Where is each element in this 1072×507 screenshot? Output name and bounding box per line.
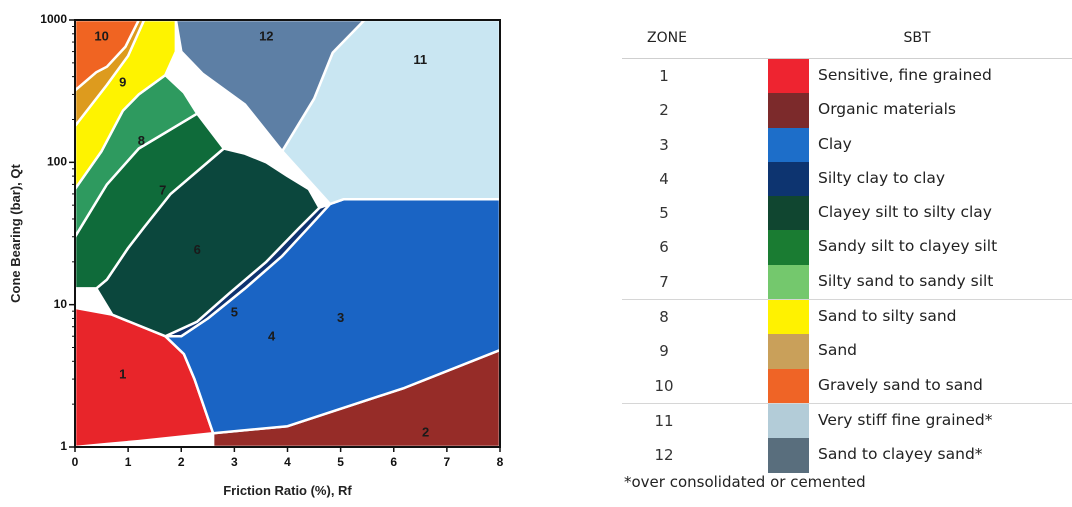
x-tick-label: 7: [444, 455, 451, 469]
x-tick-label: 0: [72, 455, 79, 469]
legend-row: 2 Organic materials: [622, 93, 1072, 128]
legend-swatch: [768, 334, 809, 369]
x-tick-label: 1: [125, 455, 132, 469]
legend-row: 9 Sand: [622, 334, 1072, 369]
legend-swatch: [768, 127, 809, 162]
legend-row: 12 Sand to clayey sand*: [622, 438, 1072, 473]
legend-header-sbt: SBT: [903, 30, 931, 46]
legend-swatch: [768, 438, 809, 473]
legend-zone-number: 9: [659, 342, 669, 361]
x-tick-label: 4: [284, 455, 291, 469]
legend-zone-label: Organic materials: [818, 100, 956, 119]
legend-row: 8 Sand to silty sand: [622, 299, 1072, 335]
legend-zone-number: 4: [659, 169, 669, 188]
x-tick-label: 6: [390, 455, 397, 469]
legend-zone-number: 7: [659, 272, 669, 291]
legend-zone-label: Sandy silt to clayey silt: [818, 237, 998, 256]
legend-zone-number: 10: [654, 376, 674, 395]
legend-row: 3 Clay: [622, 127, 1072, 162]
y-tick-label: 1: [60, 439, 67, 453]
legend-rows: 1 Sensitive, fine grained 2 Organic mate…: [622, 59, 1072, 473]
legend-swatch: [768, 230, 809, 265]
x-tick-label: 2: [178, 455, 185, 469]
sbt-legend: ZONE SBT 1 Sensitive, fine grained 2 Org…: [622, 18, 1072, 491]
legend-zone-number: 11: [654, 411, 674, 430]
legend-zone-number: 3: [659, 135, 669, 154]
zone-12-label: 12: [259, 28, 273, 43]
legend-row: 6 Sandy silt to clayey silt: [622, 230, 1072, 265]
legend-swatch: [768, 300, 809, 335]
y-tick-label: 100: [47, 155, 67, 169]
legend-row: 4 Silty clay to clay: [622, 161, 1072, 197]
zone-10-label: 10: [94, 28, 108, 43]
x-axis-title: Friction Ratio (%), Rf: [223, 483, 352, 498]
legend-swatch: [768, 59, 809, 94]
legend-zone-label: Sensitive, fine grained: [818, 66, 992, 84]
legend-zone-number: 1: [659, 67, 669, 85]
zone-10-region: [75, 20, 141, 92]
legend-row: 5 Clayey silt to silty clay: [622, 196, 1072, 231]
y-axis-title: Cone Bearing (bar), Qt: [8, 163, 23, 302]
legend-zone-number: 12: [654, 446, 674, 465]
legend-row: 11 Very stiff fine grained*: [622, 402, 1072, 439]
legend-swatch: [768, 264, 809, 300]
legend-swatch: [768, 196, 809, 231]
zone-3-label: 3: [337, 310, 344, 325]
legend-zone-label: Sand: [818, 341, 857, 360]
zone-12-region: [174, 20, 366, 153]
legend-row: 10 Gravely sand to sand: [622, 368, 1072, 403]
zone-7-label: 7: [159, 182, 166, 197]
zone-9-label: 9: [119, 75, 126, 90]
legend-zone-label: Clayey silt to silty clay: [818, 203, 992, 222]
legend-swatch: [768, 403, 809, 439]
zone-6-label: 6: [194, 242, 201, 257]
x-tick-label: 3: [231, 455, 238, 469]
legend-zone-number: 2: [659, 101, 669, 120]
zone-1-label: 1: [119, 367, 126, 382]
y-tick-label: 1000: [40, 12, 67, 26]
legend-swatch: [768, 368, 809, 403]
legend-zone-label: Silty clay to clay: [818, 168, 946, 187]
legend-zone-label: Sand to silty sand: [818, 307, 957, 326]
zone-regions: [75, 20, 500, 447]
zone-5-label: 5: [231, 305, 238, 320]
legend-zone-label: Clay: [818, 134, 852, 153]
legend-row: 7 Silty sand to sandy silt: [622, 264, 1072, 300]
legend-swatch: [768, 161, 809, 197]
legend-zone-label: Very stiff fine grained*: [818, 410, 993, 429]
legend-zone-number: 5: [659, 204, 669, 223]
legend-zone-label: Gravely sand to sand: [818, 375, 983, 394]
legend-zone-label: Silty sand to sandy silt: [818, 271, 994, 290]
legend-swatch: [768, 93, 809, 128]
legend-header-zone: ZONE: [647, 30, 687, 46]
x-tick-label: 8: [497, 455, 504, 469]
legend-zone-number: 8: [659, 308, 669, 327]
legend-header: ZONE SBT: [622, 18, 1072, 59]
zone-11-label: 11: [413, 52, 427, 67]
zone-4-label: 4: [268, 329, 276, 344]
legend-footnote: *over consolidated or cemented: [624, 473, 866, 491]
sbt-chart: 1 2 3 4 5 6 7 8 9 10 11 12 0 1 2 3 4 5 6 7 8 1 10 100 1000 Fricti…: [0, 0, 520, 507]
x-tick-label: 5: [337, 455, 344, 469]
zone-8-label: 8: [138, 133, 145, 148]
zone-2-label: 2: [422, 425, 429, 440]
legend-row: 1 Sensitive, fine grained: [622, 59, 1072, 94]
y-tick-label: 10: [54, 297, 68, 311]
legend-zone-number: 6: [659, 238, 669, 257]
legend-zone-label: Sand to clayey sand*: [818, 445, 983, 464]
